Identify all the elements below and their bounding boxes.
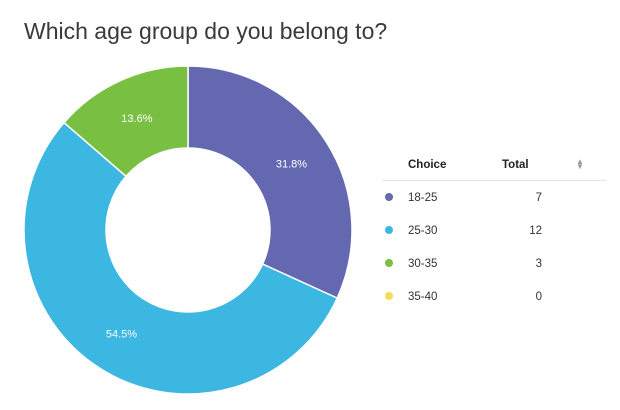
legend-choice-label: 30-35 bbox=[408, 257, 438, 270]
legend-total-value: 12 bbox=[529, 224, 542, 237]
legend-swatch bbox=[385, 258, 393, 267]
legend-row: 35-40 0 bbox=[382, 280, 606, 313]
donut-slice-30-35[interactable] bbox=[62, 65, 189, 178]
slice-percent-label: 13.6% bbox=[121, 113, 152, 125]
choice-column-header[interactable]: Choice bbox=[408, 150, 502, 181]
legend-row: 25-30 12 bbox=[382, 214, 606, 247]
legend-swatch bbox=[385, 225, 393, 234]
legend-header-spacer bbox=[382, 150, 408, 181]
legend-header-row: Choice Total ▲ ▼ bbox=[382, 150, 606, 181]
legend-choice-label: 35-40 bbox=[408, 290, 438, 303]
legend-table: Choice Total ▲ ▼ 18-25 7 25-30 12 30-35 3 bbox=[382, 150, 606, 313]
chart-title: Which age group do you belong to? bbox=[24, 18, 388, 44]
legend-choice-label: 25-30 bbox=[408, 224, 438, 237]
donut-slice-18-25[interactable] bbox=[187, 65, 353, 300]
legend-total-value: 7 bbox=[535, 191, 542, 204]
donut-chart: 31.8% 54.5% 13.6% bbox=[23, 65, 353, 395]
sort-icon[interactable]: ▲ ▼ bbox=[576, 156, 584, 171]
slice-percent-label: 54.5% bbox=[106, 328, 137, 340]
legend-total-value: 0 bbox=[535, 290, 542, 303]
legend-swatch bbox=[385, 291, 393, 300]
legend-row: 30-35 3 bbox=[382, 247, 606, 280]
legend-total-value: 3 bbox=[535, 257, 542, 270]
sort-button[interactable]: ▲ ▼ bbox=[572, 150, 606, 181]
legend-choice-label: 18-25 bbox=[408, 191, 438, 204]
total-column-header[interactable]: Total bbox=[502, 150, 572, 181]
legend-row: 18-25 7 bbox=[382, 181, 606, 215]
legend-swatch bbox=[385, 192, 393, 201]
slice-percent-label: 31.8% bbox=[276, 159, 307, 171]
donut-slice-25-30[interactable] bbox=[23, 121, 339, 395]
